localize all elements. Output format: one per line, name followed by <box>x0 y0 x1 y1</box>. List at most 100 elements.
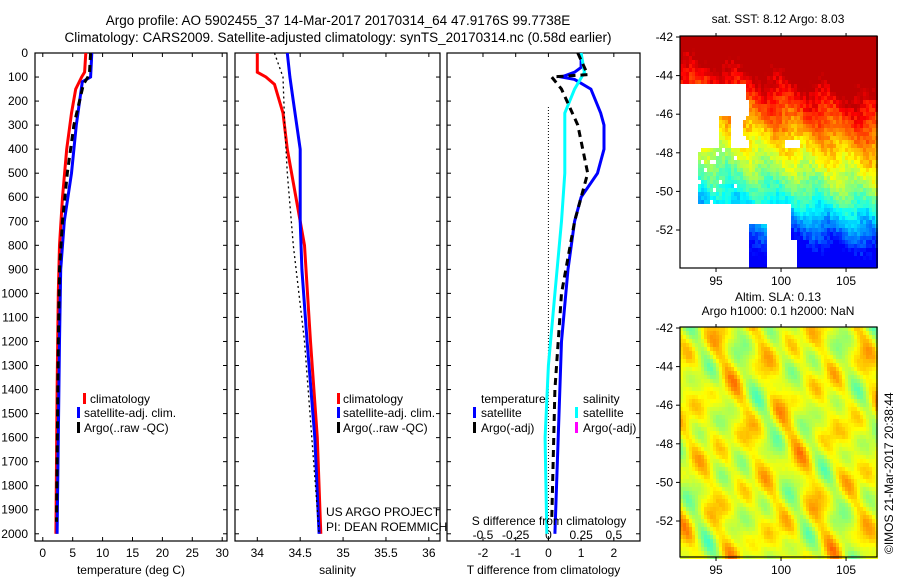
map-cell <box>707 204 710 208</box>
map-cell <box>827 371 830 375</box>
map-cell <box>722 156 725 160</box>
map-cell <box>860 152 863 156</box>
map-cell <box>854 68 857 72</box>
map-cell <box>761 60 764 64</box>
map-cell <box>818 375 821 379</box>
map-cell <box>791 327 794 331</box>
map-cell <box>704 196 707 200</box>
map-cell <box>833 60 836 64</box>
map-cell <box>821 184 824 188</box>
map-cell <box>749 379 752 383</box>
map-cell <box>830 152 833 156</box>
map-cell <box>803 116 806 120</box>
map-cell <box>767 331 770 335</box>
map-cell <box>695 108 698 112</box>
map-cell <box>872 84 875 88</box>
map-cell <box>686 132 689 136</box>
map-cell <box>791 52 794 56</box>
map-cell <box>851 228 854 232</box>
map-cell <box>770 152 773 156</box>
map-cell <box>830 355 833 359</box>
map-cell <box>713 152 716 156</box>
map-cell <box>788 224 791 228</box>
map-cell <box>809 343 812 347</box>
map-cell <box>692 148 695 152</box>
map-cell <box>692 244 695 248</box>
map-cell <box>869 200 872 204</box>
map-cell <box>791 164 794 168</box>
map-cell <box>836 72 839 76</box>
map-cell <box>806 172 809 176</box>
map-cell <box>803 331 806 335</box>
map-cell <box>836 56 839 60</box>
map-cell <box>683 343 686 347</box>
map-cell <box>788 184 791 188</box>
map-cell <box>731 164 734 168</box>
map-cell <box>737 359 740 363</box>
map-cell <box>779 148 782 152</box>
lon-tick-label: 95 <box>709 274 723 288</box>
map-cell <box>740 96 743 100</box>
map-cell <box>785 256 788 260</box>
map-cell <box>773 212 776 216</box>
map-cell <box>797 188 800 192</box>
map-cell <box>818 80 821 84</box>
map-cell <box>686 60 689 64</box>
map-cell <box>851 48 854 52</box>
map-cell <box>722 120 725 124</box>
map-cell <box>737 351 740 355</box>
map-cell <box>839 80 842 84</box>
map-cell <box>812 355 815 359</box>
map-cell <box>722 128 725 132</box>
map-cell <box>749 256 752 260</box>
map-cell <box>722 188 725 192</box>
map-cell <box>728 72 731 76</box>
map-cell <box>746 228 749 232</box>
map-cell <box>830 212 833 216</box>
map-cell <box>710 220 713 224</box>
map-cell <box>770 144 773 148</box>
map-cell <box>794 116 797 120</box>
map-cell <box>683 156 686 160</box>
map-cell <box>839 339 842 343</box>
map-cell <box>791 200 794 204</box>
map-cell <box>767 80 770 84</box>
map-cell <box>737 347 740 351</box>
map-cell <box>773 208 776 212</box>
map-cell <box>740 76 743 80</box>
map-cell <box>692 72 695 76</box>
map-cell <box>851 52 854 56</box>
map-cell <box>812 212 815 216</box>
map-cell <box>701 68 704 72</box>
map-cell <box>863 120 866 124</box>
map-cell <box>821 212 824 216</box>
map-cell <box>719 164 722 168</box>
map-cell <box>725 128 728 132</box>
map-cell <box>833 152 836 156</box>
map-cell <box>824 80 827 84</box>
map-cell <box>839 252 842 256</box>
map-cell <box>746 160 749 164</box>
map-cell <box>683 188 686 192</box>
map-cell <box>860 192 863 196</box>
map-cell <box>713 204 716 208</box>
map-cell <box>812 339 815 343</box>
map-cell <box>692 192 695 196</box>
map-cell <box>809 224 812 228</box>
map-cell <box>866 88 869 92</box>
map-cell <box>764 40 767 44</box>
map-cell <box>734 132 737 136</box>
map-cell <box>791 160 794 164</box>
map-cell <box>776 196 779 200</box>
map-cell <box>755 108 758 112</box>
map-cell <box>788 371 791 375</box>
map-cell <box>761 351 764 355</box>
map-cell <box>701 228 704 232</box>
map-cell <box>713 140 716 144</box>
map-cell <box>761 108 764 112</box>
map-cell <box>725 160 728 164</box>
map-cell <box>815 72 818 76</box>
map-cell <box>863 244 866 248</box>
map-cell <box>719 363 722 367</box>
map-cell <box>749 196 752 200</box>
